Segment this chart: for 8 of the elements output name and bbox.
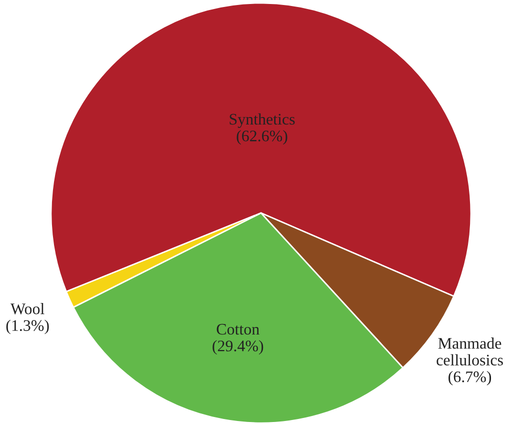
slice-label: Wool xyxy=(10,303,44,314)
data-label: (6.7%) xyxy=(448,370,492,386)
data-label: (62.6%) xyxy=(236,130,288,145)
data-label: (29.4%) xyxy=(212,340,264,355)
data-label: (1.3%) xyxy=(6,320,49,334)
slice-label: Manmade cellulosics xyxy=(436,338,503,366)
slice-label: Cotton xyxy=(216,324,260,335)
slice-label: Synthetics xyxy=(230,113,295,128)
